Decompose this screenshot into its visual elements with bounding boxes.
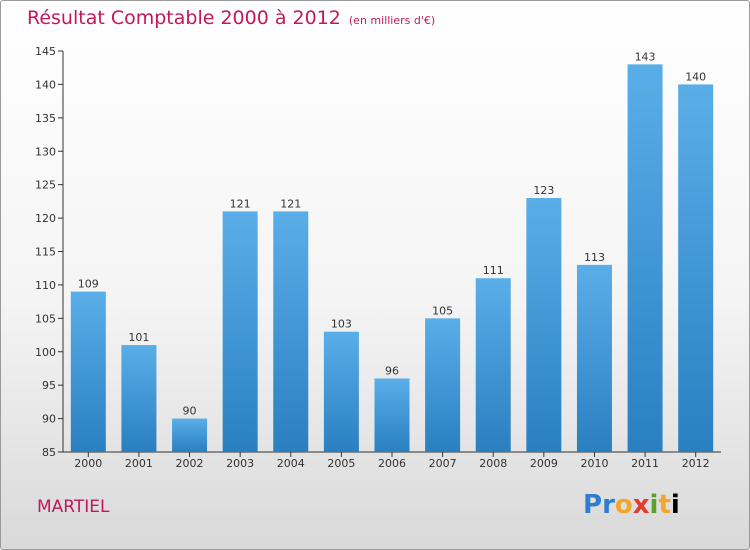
bars: 109 101 90 121 121 103 96 105 111 123 113 143 140 (70, 50, 714, 453)
data-label-2007: 105 (432, 304, 453, 317)
y-tick-label: 100 (35, 346, 56, 359)
bar-2010 (576, 264, 612, 452)
bar-2002 (172, 418, 208, 452)
bar-2011 (627, 64, 663, 452)
y-tick-label: 85 (42, 446, 56, 459)
y-tick-label: 115 (35, 246, 56, 259)
bar-2003 (222, 211, 258, 452)
data-label-2010: 113 (584, 251, 605, 264)
y-tick-label: 105 (35, 312, 56, 325)
bar-2001 (121, 345, 157, 452)
data-label-2003: 121 (230, 197, 251, 210)
y-tick-label: 125 (35, 179, 56, 192)
chart-subtitle: (en milliers d'€) (348, 14, 436, 27)
bar-2008 (475, 278, 511, 452)
data-label-2005: 103 (331, 318, 352, 331)
y-tick-label: 135 (35, 112, 56, 125)
x-tick-label-2011: 2011 (631, 457, 659, 470)
data-label-2001: 101 (128, 331, 149, 344)
y-tick-label: 145 (35, 45, 56, 58)
data-label-2012: 140 (685, 70, 706, 83)
y-tick-label: 110 (35, 279, 56, 292)
y-tick-label: 95 (42, 379, 56, 392)
x-tick-label-2003: 2003 (226, 457, 254, 470)
bar-2005 (323, 331, 359, 452)
x-tick-label-2008: 2008 (479, 457, 507, 470)
data-label-2004: 121 (280, 197, 301, 210)
x-tick-label-2006: 2006 (378, 457, 406, 470)
x-tick-label-2005: 2005 (327, 457, 355, 470)
bar-2009 (526, 198, 562, 452)
x-tick-label-2004: 2004 (277, 457, 305, 470)
bar-2004 (273, 211, 309, 452)
x-tick-label-2002: 2002 (176, 457, 204, 470)
y-tick-label: 90 (42, 413, 56, 426)
data-label-2009: 123 (533, 184, 554, 197)
y-tick-label: 130 (35, 145, 56, 158)
bar-2012 (678, 84, 714, 453)
data-label-2011: 143 (635, 50, 656, 63)
proxiti-logo: Proxiti (583, 490, 680, 520)
y-tick-label: 120 (35, 212, 56, 225)
bar-2000 (70, 291, 106, 452)
chart-title: Résultat Comptable 2000 à 2012 (en millie… (27, 7, 435, 29)
data-label-2000: 109 (78, 278, 99, 291)
title-text: Résultat Comptable 2000 à 2012 (27, 7, 341, 29)
bar-2006 (374, 378, 410, 452)
commune-name: MARTIEL (37, 497, 110, 517)
y-tick-label: 140 (35, 78, 56, 91)
x-tick-label-2010: 2010 (580, 457, 608, 470)
data-label-2006: 96 (385, 364, 399, 377)
x-tick-label-2009: 2009 (530, 457, 558, 470)
x-tick-label-2012: 2012 (682, 457, 710, 470)
x-axis: 2000 2001 2002 2003 2004 2005 2006 2007 2008 2009… (74, 452, 710, 470)
x-tick-label-2000: 2000 (74, 457, 102, 470)
data-label-2008: 111 (483, 264, 504, 277)
x-tick-label-2001: 2001 (125, 457, 153, 470)
x-tick-label-2007: 2007 (429, 457, 457, 470)
bar-2007 (425, 318, 461, 452)
data-label-2002: 90 (183, 405, 197, 418)
bar-chart: 85 90 95 100 105 110 115 120 125 130 135 140 145 109… (35, 45, 721, 470)
y-axis: 85 90 95 100 105 110 115 120 125 130 135 140 145 (35, 45, 63, 459)
